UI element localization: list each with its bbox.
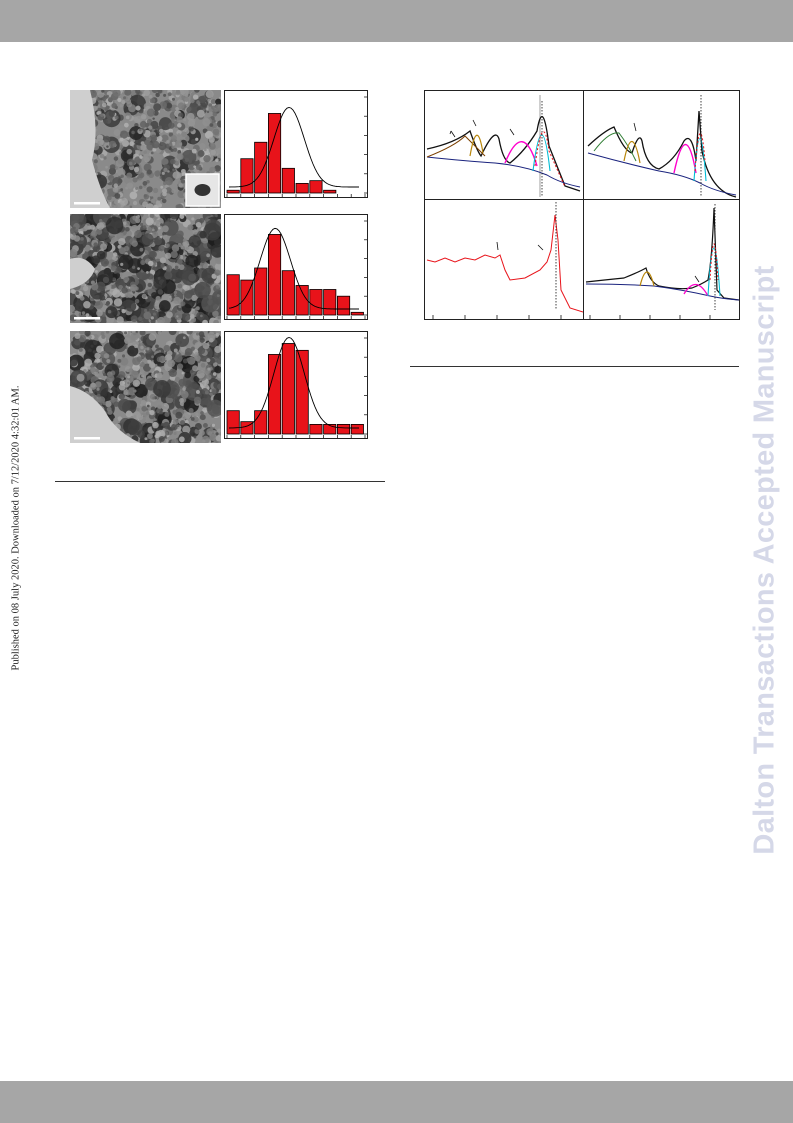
histogram-bar <box>323 189 337 194</box>
header-bar <box>0 0 793 42</box>
histogram-bar <box>268 113 282 194</box>
histogram-bar <box>254 267 268 316</box>
journal-watermark: Dalton Transactions Accepted Manuscript <box>748 265 781 855</box>
tem-micrograph-1 <box>70 90 221 208</box>
download-stamp: Published on 08 July 2020. Downloaded on… <box>10 385 22 671</box>
xanes-panel-b <box>583 90 740 200</box>
histogram-bar <box>323 424 337 435</box>
histogram-bar <box>295 349 309 435</box>
gaussian-fit-line <box>228 337 359 429</box>
histogram-bar <box>226 410 240 435</box>
histogram-bar <box>268 354 282 435</box>
footer-bar <box>0 1081 793 1123</box>
histogram-bar <box>240 158 254 194</box>
xanes-panel-c <box>424 199 584 320</box>
histogram-bar <box>254 410 268 435</box>
gaussian-fit-line <box>228 107 359 188</box>
caption-rule-right <box>410 366 739 367</box>
tem-micrograph-2 <box>70 214 221 323</box>
histogram-bar <box>281 343 295 435</box>
histogram-bar <box>281 167 295 194</box>
histogram-2 <box>224 214 368 320</box>
tem-micrograph-3 <box>70 331 221 443</box>
histogram-bar <box>309 180 323 194</box>
histogram-bar <box>309 289 323 316</box>
histogram-bar <box>295 285 309 316</box>
xanes-panel-d <box>583 199 740 320</box>
histogram-bar <box>254 141 268 194</box>
histogram-bar <box>337 295 351 316</box>
histogram-bar <box>350 311 364 316</box>
histogram-bar <box>309 424 323 435</box>
histogram-bar <box>268 234 282 316</box>
caption-rule-left <box>55 481 385 482</box>
histogram-bar <box>281 270 295 316</box>
histogram-3 <box>224 331 368 439</box>
histogram-bar <box>323 289 337 316</box>
histogram-bar <box>226 189 240 194</box>
gaussian-fit-line <box>228 227 359 310</box>
histogram-1 <box>224 90 368 198</box>
histogram-bar <box>337 424 351 435</box>
histogram-bar <box>350 424 364 435</box>
xanes-panel-a <box>424 90 584 200</box>
histogram-bar <box>295 183 309 194</box>
histogram-bar <box>226 274 240 316</box>
